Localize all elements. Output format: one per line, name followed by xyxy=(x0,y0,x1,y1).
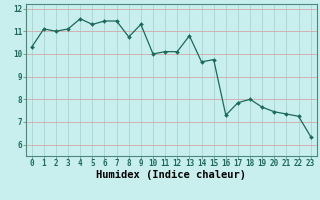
X-axis label: Humidex (Indice chaleur): Humidex (Indice chaleur) xyxy=(96,170,246,180)
